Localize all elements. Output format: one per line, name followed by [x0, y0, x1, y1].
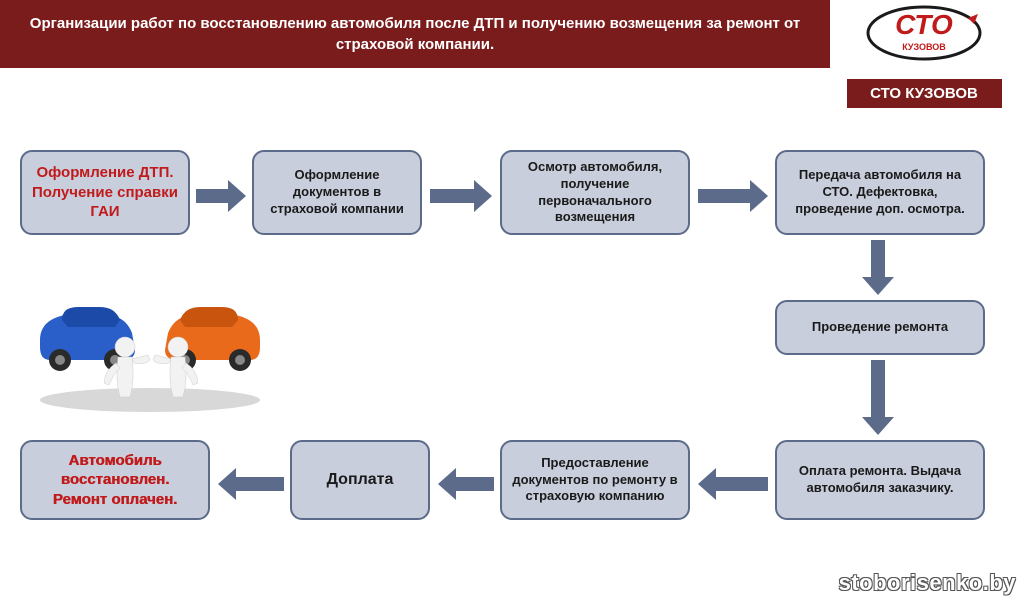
flow-node-n8: Доплата [290, 440, 430, 520]
logo-svg: СТО КУЗОВОВ [864, 4, 984, 62]
arrow-n7-n8 [438, 464, 494, 504]
flow-node-n3: Осмотр автомобиля, получение первоначаль… [500, 150, 690, 235]
svg-text:СТО: СТО [895, 9, 953, 40]
arrow-n5-n6 [858, 360, 898, 435]
watermark: stoborisenko.by [839, 570, 1016, 596]
flow-node-n9: Автомобиль восстановлен. Ремонт оплачен. [20, 440, 210, 520]
flow-node-n5: Проведение ремонта [775, 300, 985, 355]
logo-badge: СТО КУЗОВОВ [847, 79, 1002, 108]
arrow-n2-n3 [430, 176, 492, 216]
flow-node-n4: Передача автомобиля на СТО. Дефектовка, … [775, 150, 985, 235]
arrow-n4-n5 [858, 240, 898, 295]
accident-illustration [30, 265, 270, 415]
flow-node-n2: Оформление документов в страховой компан… [252, 150, 422, 235]
flow-node-n6: Оплата ремонта. Выдача автомобиля заказч… [775, 440, 985, 520]
arrow-n8-n9 [218, 464, 284, 504]
arrow-n1-n2 [196, 176, 246, 216]
flow-node-n7: Предоставление документов по ремонту в с… [500, 440, 690, 520]
arrow-n6-n7 [698, 464, 768, 504]
logo: СТО КУЗОВОВ СТО КУЗОВОВ [844, 4, 1004, 108]
svg-text:КУЗОВОВ: КУЗОВОВ [902, 42, 946, 52]
header-title: Организации работ по восстановлению авто… [0, 0, 830, 68]
arrow-n3-n4 [698, 176, 768, 216]
flow-node-n1: Оформление ДТП. Получение справки ГАИ [20, 150, 190, 235]
